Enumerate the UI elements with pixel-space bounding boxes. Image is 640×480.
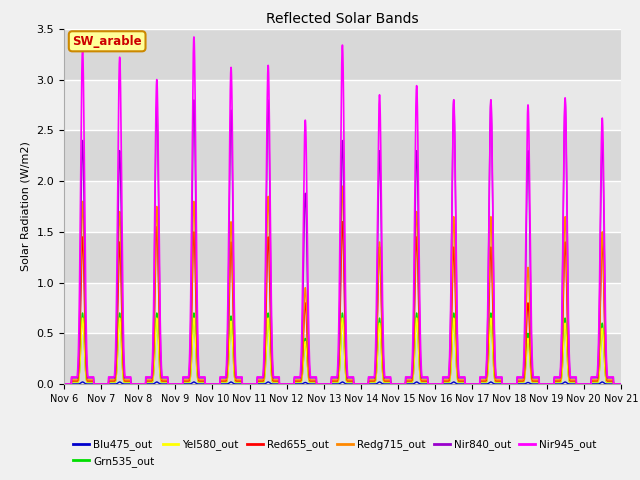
- Blu475_out: [483, 381, 491, 387]
- Yel580_out: [467, 381, 475, 387]
- Bar: [64, 80, 621, 130]
- Red655_out: [467, 381, 475, 387]
- Line: Nir840_out: Nir840_out: [64, 100, 621, 384]
- Redg715_out: [587, 381, 595, 387]
- Redg715_out: [467, 381, 475, 387]
- Nir840_out: [250, 381, 257, 387]
- Bar: [64, 130, 621, 181]
- Redg715_out: [339, 183, 346, 189]
- Grn535_out: [587, 381, 595, 387]
- Redg715_out: [617, 381, 625, 387]
- Grn535_out: [79, 310, 86, 316]
- Nir840_out: [483, 357, 491, 362]
- Red655_out: [506, 381, 513, 387]
- Yel580_out: [79, 315, 86, 321]
- Blu475_out: [79, 379, 86, 385]
- Red655_out: [339, 219, 346, 225]
- Grn535_out: [467, 381, 475, 387]
- Red655_out: [324, 381, 332, 387]
- Red655_out: [587, 381, 595, 387]
- Red655_out: [250, 381, 257, 387]
- Nir840_out: [561, 97, 569, 103]
- Title: Reflected Solar Bands: Reflected Solar Bands: [266, 12, 419, 26]
- Line: Redg715_out: Redg715_out: [64, 186, 621, 384]
- Nir840_out: [587, 381, 595, 387]
- Blu475_out: [594, 381, 602, 387]
- Nir945_out: [250, 381, 257, 387]
- Redg715_out: [60, 381, 68, 387]
- Nir840_out: [324, 381, 332, 387]
- Nir945_out: [467, 381, 475, 387]
- Yel580_out: [283, 381, 291, 387]
- Blu475_out: [617, 381, 625, 387]
- Nir945_out: [324, 381, 332, 387]
- Redg715_out: [324, 381, 332, 387]
- Yel580_out: [60, 381, 68, 387]
- Yel580_out: [324, 381, 332, 387]
- Yel580_out: [594, 379, 602, 385]
- Grn535_out: [250, 381, 257, 387]
- Nir840_out: [320, 381, 328, 387]
- Grn535_out: [283, 381, 291, 387]
- Red655_out: [60, 381, 68, 387]
- Grn535_out: [617, 381, 625, 387]
- Nir840_out: [60, 381, 68, 387]
- Blu475_out: [324, 381, 332, 387]
- Grn535_out: [60, 381, 68, 387]
- Yel580_out: [617, 381, 625, 387]
- Grn535_out: [594, 379, 602, 385]
- Blu475_out: [587, 381, 595, 387]
- Bar: [64, 333, 621, 384]
- Y-axis label: Solar Radiation (W/m2): Solar Radiation (W/m2): [21, 142, 31, 271]
- Text: SW_arable: SW_arable: [72, 35, 142, 48]
- Yel580_out: [250, 381, 257, 387]
- Nir945_out: [190, 34, 198, 40]
- Redg715_out: [483, 370, 491, 375]
- Bar: [64, 283, 621, 333]
- Line: Grn535_out: Grn535_out: [64, 313, 621, 384]
- Redg715_out: [250, 381, 257, 387]
- Grn535_out: [324, 381, 332, 387]
- Nir945_out: [60, 381, 68, 387]
- Grn535_out: [483, 378, 491, 384]
- Bar: [64, 29, 621, 80]
- Line: Red655_out: Red655_out: [64, 222, 621, 384]
- Line: Blu475_out: Blu475_out: [64, 382, 621, 384]
- Line: Yel580_out: Yel580_out: [64, 318, 621, 384]
- Blu475_out: [467, 381, 475, 387]
- Nir945_out: [587, 381, 595, 387]
- Bar: [64, 181, 621, 232]
- Blu475_out: [60, 381, 68, 387]
- Red655_out: [617, 381, 625, 387]
- Nir945_out: [594, 369, 602, 375]
- Yel580_out: [587, 381, 595, 387]
- Line: Nir945_out: Nir945_out: [64, 37, 621, 384]
- Red655_out: [594, 378, 602, 384]
- Redg715_out: [594, 377, 602, 383]
- Blu475_out: [250, 381, 257, 387]
- Nir840_out: [617, 381, 625, 387]
- Blu475_out: [543, 381, 550, 387]
- Nir840_out: [594, 372, 602, 377]
- Yel580_out: [483, 378, 491, 384]
- Nir945_out: [483, 352, 491, 358]
- Red655_out: [483, 373, 491, 379]
- Bar: [64, 232, 621, 283]
- Legend: Blu475_out, Grn535_out, Yel580_out, Red655_out, Redg715_out, Nir840_out, Nir945_: Blu475_out, Grn535_out, Yel580_out, Red6…: [69, 435, 600, 471]
- Nir945_out: [617, 381, 625, 387]
- Nir840_out: [467, 381, 475, 387]
